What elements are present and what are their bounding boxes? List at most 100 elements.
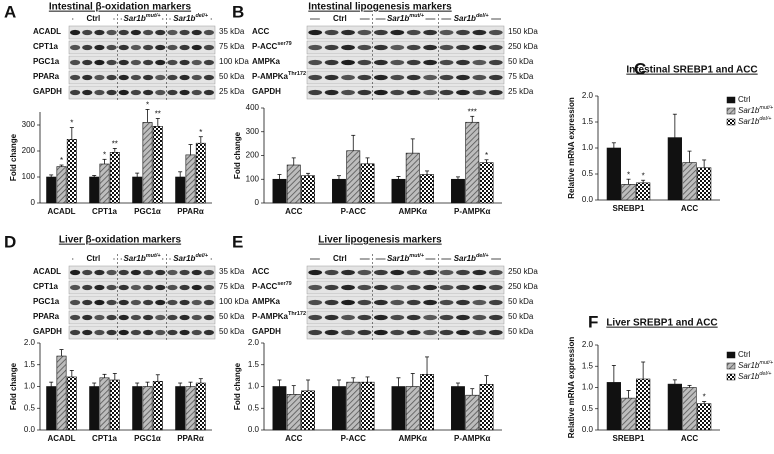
bar bbox=[272, 386, 287, 431]
blot-kda: 25 kDa bbox=[219, 87, 245, 96]
group-label-base: Ctrl bbox=[86, 14, 100, 23]
panel-title: Intestinal lipogenesis markers bbox=[308, 2, 452, 13]
bar bbox=[451, 178, 465, 204]
blot-band bbox=[167, 59, 178, 66]
legend-label: Sar1bdel/+ bbox=[738, 116, 772, 126]
blot-strip bbox=[306, 25, 505, 40]
y-tick-label: 300 bbox=[22, 120, 36, 129]
blot-kda: 50 kDa bbox=[219, 72, 245, 81]
significance: *** bbox=[468, 107, 477, 116]
y-tick-label: 1.5 bbox=[582, 361, 594, 370]
blot-band bbox=[341, 59, 355, 66]
blot-band bbox=[456, 314, 470, 321]
blot-row-label: ACC bbox=[252, 27, 270, 36]
blot-band bbox=[167, 74, 178, 81]
blot-band bbox=[406, 329, 421, 336]
blot-kda: 75 kDa bbox=[219, 282, 245, 291]
blot-band bbox=[94, 89, 105, 96]
blot-band bbox=[406, 59, 421, 66]
legend-label-sup: del/+ bbox=[759, 116, 772, 122]
y-axis-label: Fold change bbox=[233, 131, 242, 179]
blot-row-label-base: P-ACC bbox=[252, 282, 278, 291]
x-tick-label: P-AMPKα bbox=[454, 207, 491, 216]
blot-band bbox=[94, 284, 105, 291]
blot-band bbox=[406, 299, 421, 306]
y-tick-label: 2.0 bbox=[582, 340, 594, 349]
blot-band bbox=[191, 314, 202, 321]
x-tick-label: ACADL bbox=[48, 207, 76, 216]
y-tick-label: 0.5 bbox=[248, 403, 260, 412]
panel-title: Liver β-oxidation markers bbox=[59, 235, 182, 246]
x-tick-label: PPARα bbox=[177, 207, 204, 216]
significance: * bbox=[146, 101, 149, 110]
legend-label-base: Sar1b bbox=[738, 106, 760, 115]
bar bbox=[621, 397, 636, 431]
blot-strip bbox=[306, 40, 505, 55]
blot-band bbox=[82, 269, 93, 276]
blot-row-label-base: ACADL bbox=[33, 267, 61, 276]
bar bbox=[132, 386, 143, 431]
blot-band bbox=[142, 74, 154, 81]
blot-row-label-base: PGC1a bbox=[33, 57, 60, 66]
blot-band bbox=[373, 329, 388, 336]
panel-letter: B bbox=[232, 2, 244, 21]
blot-band bbox=[203, 89, 215, 96]
group-label-base: Sar1b bbox=[387, 14, 409, 23]
blot-row-label: AMPKa bbox=[252, 297, 281, 306]
blot-band bbox=[373, 299, 388, 306]
blot-band bbox=[130, 59, 142, 66]
blot-row-label-sup: ser79 bbox=[277, 281, 291, 287]
bar bbox=[89, 386, 100, 431]
blot-band bbox=[69, 269, 81, 276]
x-tick-label: PGC1α bbox=[134, 434, 161, 443]
y-tick-label: 0.0 bbox=[24, 425, 36, 434]
y-tick-label: 1.5 bbox=[24, 360, 36, 369]
blot-band bbox=[406, 44, 421, 51]
blot-band bbox=[130, 329, 142, 336]
blot-band bbox=[341, 269, 355, 276]
group-label: Ctrl bbox=[86, 14, 100, 23]
group-label-sup: del/+ bbox=[476, 253, 489, 259]
blot-band bbox=[456, 89, 470, 96]
blot-band bbox=[179, 269, 190, 276]
blot-band bbox=[203, 284, 215, 291]
bar bbox=[56, 166, 67, 204]
blot-band bbox=[390, 284, 405, 291]
blot-band bbox=[69, 74, 81, 81]
blot-row-label-base: PPARa bbox=[33, 312, 60, 321]
blot-band bbox=[106, 269, 117, 276]
bar bbox=[420, 374, 434, 431]
blot-band bbox=[130, 89, 142, 96]
blot-strip bbox=[68, 70, 216, 85]
bar bbox=[175, 386, 186, 431]
bar bbox=[697, 403, 712, 431]
y-tick-label: 0 bbox=[255, 198, 260, 207]
blot-band bbox=[130, 269, 142, 276]
blot-band bbox=[130, 44, 142, 51]
x-tick-label: CPT1a bbox=[92, 207, 117, 216]
bar bbox=[636, 182, 651, 201]
blot-band bbox=[118, 329, 129, 336]
blot-band bbox=[341, 284, 355, 291]
blot-band bbox=[142, 284, 154, 291]
group-label-base: Sar1b bbox=[387, 254, 409, 263]
group-label-base: Ctrl bbox=[86, 254, 100, 263]
bar bbox=[405, 386, 420, 431]
x-tick-label: ACC bbox=[681, 204, 699, 213]
blot-band bbox=[118, 44, 129, 51]
blot-band bbox=[357, 89, 372, 96]
blot-band bbox=[357, 314, 372, 321]
blot-band bbox=[472, 29, 487, 36]
legend-label: Sar1bmut/+ bbox=[738, 360, 774, 370]
blot-row-label: GAPDH bbox=[33, 87, 62, 96]
blot-band bbox=[203, 29, 215, 36]
significance: ** bbox=[112, 140, 118, 149]
group-label-sup: del/+ bbox=[195, 253, 208, 259]
blot-band bbox=[390, 89, 405, 96]
blot-band bbox=[341, 29, 355, 36]
blot-band bbox=[106, 329, 117, 336]
bar bbox=[272, 178, 287, 204]
panel-letter: C bbox=[634, 59, 646, 78]
blot-band bbox=[203, 44, 215, 51]
